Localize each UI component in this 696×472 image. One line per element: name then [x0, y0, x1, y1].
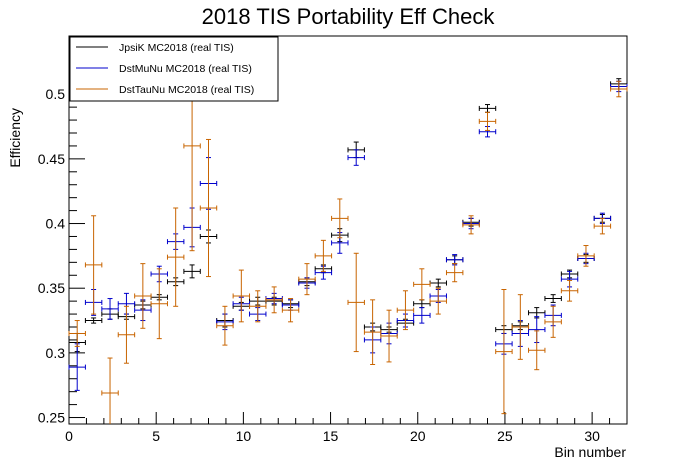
data-point: [101, 298, 119, 320]
legend-label: JpsiK MC2018 (real TIS): [119, 42, 234, 54]
y-axis-label: Efficiency: [7, 108, 23, 168]
y-tick-label: 0.45: [38, 151, 65, 167]
data-point: [528, 330, 546, 371]
data-point: [101, 357, 119, 424]
data-point: [150, 268, 168, 340]
data-point: [331, 232, 349, 254]
data-point: [232, 269, 251, 323]
data-point: [495, 288, 513, 415]
data-point: [265, 286, 283, 314]
data-point: [577, 245, 595, 267]
data-point: [560, 279, 579, 302]
y-tick-label: 0.25: [38, 410, 65, 426]
data-point: [134, 263, 152, 329]
series-2: [68, 40, 628, 424]
data-point: [445, 254, 464, 266]
data-point: [199, 138, 218, 278]
y-tick-label: 0.5: [46, 86, 66, 102]
x-tick-label: 10: [236, 428, 252, 444]
data-point: [462, 215, 480, 235]
data-point: [363, 299, 382, 366]
y-tick-label: 0.4: [46, 216, 66, 232]
series-0: [68, 78, 628, 353]
data-point: [331, 198, 349, 239]
legend-label: DstMuNu MC2018 (real TIS): [119, 63, 252, 75]
data-point: [380, 309, 398, 363]
data-point: [84, 317, 103, 324]
data-point: [445, 263, 464, 283]
y-axis: 0.25 0.3 0.35 0.4 0.45 0.5: [38, 41, 85, 426]
data-point: [166, 207, 185, 307]
data-point: [347, 252, 365, 353]
data-point: [413, 268, 431, 301]
data-point: [511, 294, 530, 360]
data-point: [281, 298, 300, 323]
series-layer: [68, 40, 628, 424]
legend-label: DstTauNu MC2018 (real TIS): [119, 84, 254, 96]
legend-box: [69, 36, 279, 102]
x-tick-label: 20: [410, 428, 426, 444]
data-point: [429, 287, 447, 315]
x-axis: 0 5 10 15 20 25 30: [65, 412, 628, 444]
data-point: [478, 104, 497, 113]
data-point: [413, 299, 431, 309]
data-point: [298, 263, 316, 296]
data-point: [544, 305, 562, 338]
data-point: [413, 307, 431, 324]
data-point: [593, 217, 612, 235]
data-point: [117, 305, 136, 364]
data-point: [396, 290, 415, 331]
data-point: [216, 305, 234, 346]
x-tick-label: 0: [65, 428, 73, 444]
data-point: [314, 239, 333, 272]
data-point: [610, 80, 628, 98]
x-tick-label: 30: [584, 428, 600, 444]
data-point: [347, 149, 365, 166]
data-point: [84, 215, 103, 315]
x-axis-label: Bin number: [554, 444, 626, 460]
data-point: [429, 278, 447, 288]
y-tick-label: 0.35: [38, 280, 65, 296]
legend: JpsiK MC2018 (real TIS) DstMuNu MC2018 (r…: [69, 36, 279, 102]
data-point: [68, 343, 86, 391]
x-tick-label: 15: [323, 428, 339, 444]
x-tick-label: 5: [152, 428, 160, 444]
y-tick-label: 0.3: [46, 345, 66, 361]
x-tick-label: 25: [497, 428, 513, 444]
data-point: [68, 320, 86, 347]
data-point: [249, 290, 267, 323]
chart-title: 2018 TIS Portability Eff Check: [202, 4, 496, 29]
data-point: [183, 264, 201, 279]
data-point: [544, 294, 562, 303]
data-point: [478, 111, 497, 131]
